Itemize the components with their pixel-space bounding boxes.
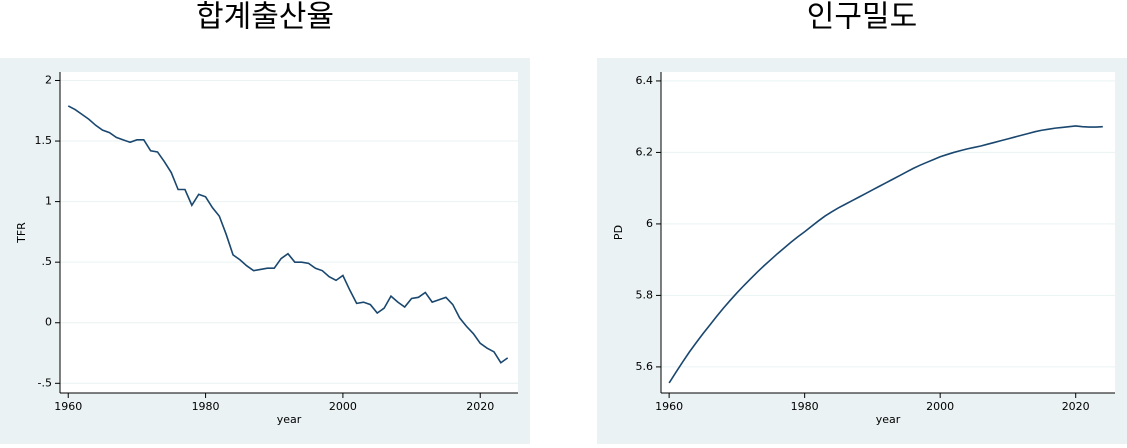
y-tick-label: 1 — [45, 195, 52, 208]
plot-area — [60, 72, 518, 393]
x-tick-label: 1960 — [54, 400, 82, 413]
y-tick-label: 1.5 — [35, 134, 53, 147]
data-line — [668, 125, 1103, 384]
y-tick-label: -.5 — [38, 376, 52, 389]
y-tick-label: 6.2 — [636, 145, 654, 158]
y-tick-label: 6 — [646, 217, 653, 230]
y-tick-label: .5 — [42, 255, 53, 268]
y-tick-label: 5.6 — [636, 360, 654, 373]
chart-title: 인구밀도 — [807, 0, 917, 35]
x-tick-label: 1980 — [791, 400, 819, 413]
y-tick-label: 5.8 — [636, 288, 654, 301]
data-line — [67, 105, 509, 364]
y-tick-label: 0 — [45, 316, 52, 329]
chart-title: 합계출산율 — [196, 0, 334, 35]
x-tick-label: 2000 — [926, 400, 954, 413]
x-axis-title: year — [876, 413, 901, 426]
x-tick-label: 2020 — [1062, 400, 1090, 413]
y-tick-label: 6.4 — [636, 74, 654, 87]
y-axis-title: PD — [612, 225, 625, 240]
x-tick-label: 2020 — [466, 400, 494, 413]
y-axis-title: TFR — [15, 222, 28, 244]
x-tick-label: 1980 — [192, 400, 220, 413]
y-tick-label: 2 — [45, 73, 52, 86]
x-axis-title: year — [277, 413, 302, 426]
plot-area — [661, 72, 1115, 393]
x-tick-label: 2000 — [329, 400, 357, 413]
x-tick-label: 1960 — [655, 400, 683, 413]
